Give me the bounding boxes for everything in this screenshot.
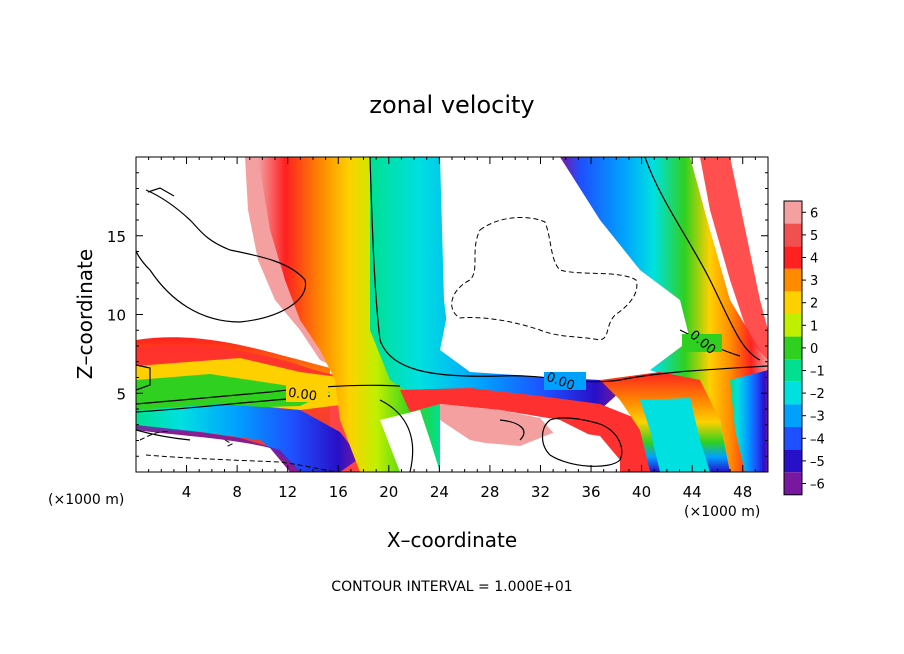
x-unit-left: (×1000 m)	[48, 492, 124, 508]
colorbar-tick-label: –4	[810, 432, 825, 447]
colorbar-tick-label: 3	[810, 274, 818, 289]
x-tick-label: 4	[182, 483, 192, 501]
x-tick-label: 40	[632, 483, 651, 501]
colorbar-swatch	[784, 246, 802, 269]
colorbar-swatch	[784, 359, 802, 382]
x-tick-label: 36	[581, 483, 600, 501]
y-tick-label: 10	[107, 307, 126, 325]
y-axis-label: Z–coordinate	[73, 249, 97, 379]
colorbar: 6 5 4 3 2 1 0 –1 –2 –3 –4 –5 –6	[783, 200, 825, 496]
colorbar-tick-label: 2	[810, 297, 818, 312]
velocity-field	[136, 157, 768, 472]
x-axis: 4 8 12 16 20 24 28 32 36 40 44 48	[148, 157, 756, 501]
x-tick-label: 20	[379, 483, 398, 501]
y-tick-label: 5	[116, 385, 126, 403]
colorbar-swatch	[784, 336, 802, 360]
colorbar-swatch	[784, 223, 802, 247]
x-tick-label: 44	[683, 483, 702, 501]
contour-labels: 0.00 0.00 0.00	[286, 328, 722, 405]
colorbar-swatch	[784, 472, 802, 495]
contour-label: 0.00	[287, 386, 318, 405]
colorbar-swatch	[784, 381, 802, 405]
colorbar-tick-label: –5	[810, 455, 825, 470]
colorbar-tick-label: –6	[810, 478, 825, 493]
colorbar-tick-label: 1	[810, 319, 818, 334]
colorbar-tick-label: 5	[810, 229, 818, 244]
contour-lines	[136, 157, 768, 472]
colorbar-swatch	[784, 404, 802, 427]
dashed-contours	[139, 217, 638, 472]
x-axis-label: X–coordinate	[387, 528, 517, 552]
colorbar-swatch	[784, 291, 802, 314]
x-tick-label: 16	[329, 483, 348, 501]
y-axis: 5 10 15	[107, 172, 768, 457]
x-tick-label: 8	[232, 483, 242, 501]
colorbar-swatch	[784, 314, 802, 337]
chart-title: zonal velocity	[369, 91, 534, 119]
x-unit-right: (×1000 m)	[684, 504, 760, 520]
x-tick-label: 32	[531, 483, 550, 501]
colorbar-tick-label: 4	[810, 252, 818, 267]
colorbar-swatch	[784, 449, 802, 473]
colorbar-swatch	[784, 427, 802, 450]
colorbar-swatch	[784, 201, 802, 224]
colorbar-tick-label: 0	[810, 342, 818, 357]
colorbar-swatch	[784, 268, 802, 292]
x-tick-label: 28	[480, 483, 499, 501]
colorbar-tick-label: –1	[810, 365, 825, 380]
x-tick-label: 24	[430, 483, 449, 501]
colorbar-tick-label: –3	[810, 410, 825, 425]
colorbar-tick-label: 6	[810, 206, 818, 221]
x-tick-label: 12	[278, 483, 297, 501]
x-tick-label: 48	[733, 483, 752, 501]
contour-interval-note: CONTOUR INTERVAL = 1.000E+01	[331, 579, 572, 595]
y-tick-label: 15	[107, 228, 126, 246]
colorbar-tick-label: –2	[810, 387, 825, 402]
